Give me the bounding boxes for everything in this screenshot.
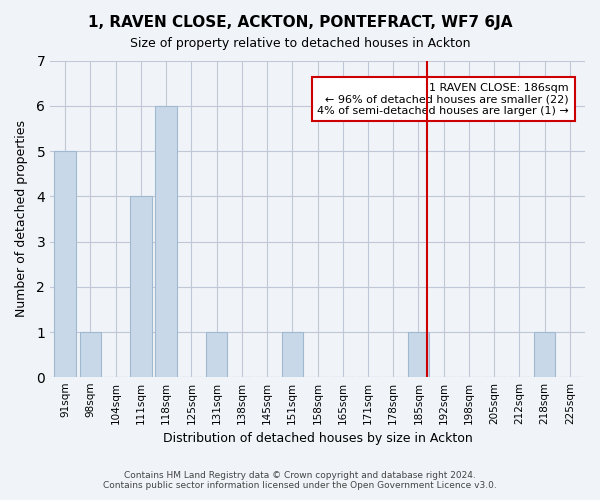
Text: Contains HM Land Registry data © Crown copyright and database right 2024.
Contai: Contains HM Land Registry data © Crown c… [103,470,497,490]
Text: 1, RAVEN CLOSE, ACKTON, PONTEFRACT, WF7 6JA: 1, RAVEN CLOSE, ACKTON, PONTEFRACT, WF7 … [88,15,512,30]
Text: 1 RAVEN CLOSE: 186sqm
← 96% of detached houses are smaller (22)
4% of semi-detac: 1 RAVEN CLOSE: 186sqm ← 96% of detached … [317,82,569,116]
Bar [281,332,303,378]
Text: Size of property relative to detached houses in Ackton: Size of property relative to detached ho… [130,38,470,51]
Bar [55,151,76,378]
Bar [80,332,101,378]
Bar [408,332,429,378]
Y-axis label: Number of detached properties: Number of detached properties [15,120,28,318]
Bar [534,332,556,378]
Bar [206,332,227,378]
Bar [155,106,177,378]
X-axis label: Distribution of detached houses by size in Ackton: Distribution of detached houses by size … [163,432,472,445]
Bar [130,196,152,378]
